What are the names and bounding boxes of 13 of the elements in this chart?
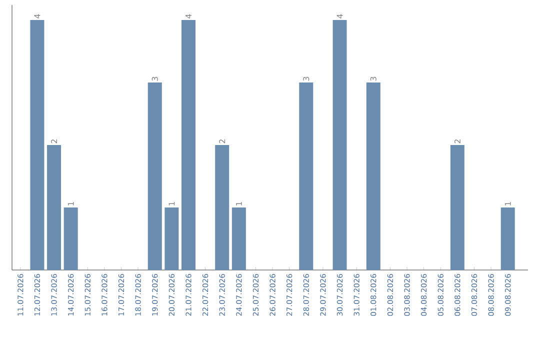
bar [47, 145, 62, 270]
bar [181, 20, 196, 270]
bar [299, 82, 314, 270]
bar [215, 145, 230, 270]
bar [30, 20, 44, 270]
bar [500, 208, 515, 270]
bar [232, 208, 246, 270]
bar [64, 208, 78, 270]
bar [450, 145, 464, 270]
bar [332, 20, 347, 270]
bar [148, 82, 162, 270]
bar [164, 208, 179, 270]
bar [366, 82, 380, 270]
